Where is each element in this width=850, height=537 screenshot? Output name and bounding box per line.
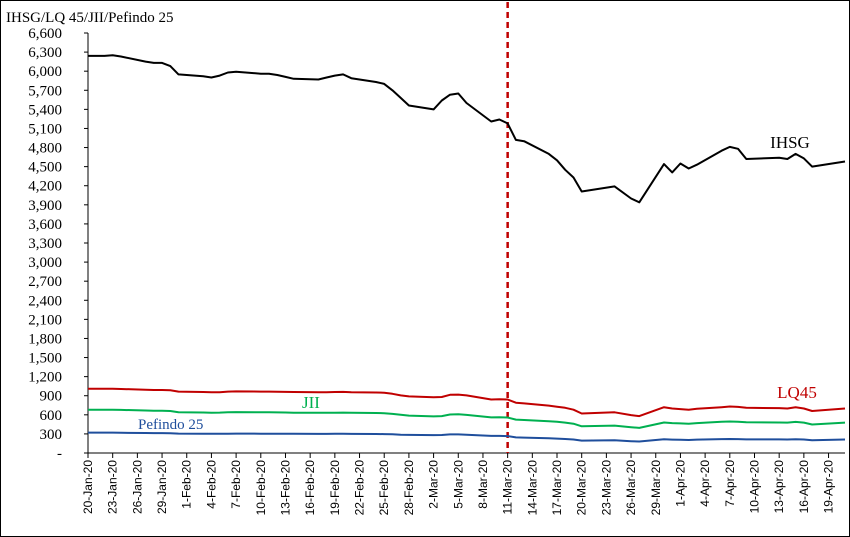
y-tick-label: 3,000 (28, 255, 62, 271)
ihsg-line (88, 54, 846, 204)
x-tick-label: 14-Mar-20 (525, 460, 539, 516)
x-tick-label: 13-Feb-20 (278, 460, 292, 516)
x-tick-label: 13-Apr-20 (772, 460, 786, 514)
x-tick-label: 8-Mar-20 (476, 460, 490, 509)
y-tick-label: 900 (40, 389, 63, 405)
y-tick-label: 3,600 (28, 217, 62, 233)
y-tick-label: 6,000 (28, 64, 62, 80)
x-tick-label: 2-Mar-20 (427, 460, 441, 509)
jii-line (88, 408, 846, 429)
y-tick-label: 4,800 (28, 141, 62, 157)
x-tick-label: 22-Feb-20 (353, 460, 367, 516)
y-tick-label: 2,100 (28, 312, 62, 328)
ihsg-label: IHSG (770, 133, 810, 152)
series-labels: IHSG LQ45 JII Pefindo 25 (138, 133, 817, 433)
x-tick-label: 25-Feb-20 (377, 460, 391, 516)
lq45-line (88, 387, 846, 418)
x-tick-label: 29-Jan-20 (155, 460, 169, 514)
x-tick-label: 11-Mar-20 (501, 460, 515, 515)
x-axis: 20-Jan-20 23-Jan-20 26-Jan-20 29-Jan-20 1-Fe… (81, 452, 845, 516)
x-tick-label: 16-Feb-20 (303, 460, 317, 516)
x-tick-label: 19-Feb-20 (328, 460, 342, 516)
x-tick-label: 23-Mar-20 (599, 460, 613, 516)
y-tick-label: 2,700 (28, 274, 62, 290)
y-tick-label: 5,100 (28, 121, 62, 137)
x-tick-label: 29-Mar-20 (649, 460, 663, 516)
x-tick-label: 20-Mar-20 (575, 460, 589, 516)
y-axis: - 300 600 900 1,200 1,500 1,800 2,100 2,400 2,700… (28, 26, 89, 462)
x-tick-label: 10-Apr-20 (747, 460, 761, 514)
chart-title: IHSG/LQ 45/JII/Pefindo 25 (6, 10, 174, 26)
pefindo-25-label: Pefindo 25 (138, 417, 203, 433)
x-tick-label: 28-Feb-20 (402, 460, 416, 516)
x-tick-label: 17-Mar-20 (550, 460, 564, 516)
x-tick-label: 23-Jan-20 (106, 460, 120, 514)
y-tick-label: 4,200 (28, 179, 62, 195)
x-tick-label: 19-Apr-20 (822, 460, 836, 514)
y-tick-label: 2,400 (28, 293, 62, 309)
y-tick-label: 5,700 (28, 83, 62, 99)
x-tick-label: 16-Apr-20 (797, 460, 811, 514)
x-tick-label: 7-Feb-20 (229, 460, 243, 509)
x-tick-label: 20-Jan-20 (81, 460, 95, 514)
x-tick-label: 26-Jan-20 (130, 460, 144, 514)
lq45-label: LQ45 (777, 383, 817, 402)
y-tick-label: 6,600 (28, 26, 62, 42)
x-tick-label: 4-Feb-20 (204, 460, 218, 509)
y-tick-label: 3,300 (28, 236, 62, 252)
x-tick-label: 1-Feb-20 (180, 460, 194, 509)
y-tick-label: 1,800 (28, 331, 62, 347)
y-tick-label: 4,500 (28, 160, 62, 176)
y-tick-label: 3,900 (28, 198, 62, 214)
x-tick-label: 10-Feb-20 (254, 460, 268, 516)
y-tick-label: 300 (40, 427, 63, 443)
y-tick-label: 5,400 (28, 102, 62, 118)
x-tick-label: 4-Apr-20 (698, 460, 712, 507)
y-tick-label: - (57, 446, 62, 462)
y-tick-label: 6,300 (28, 45, 62, 61)
jii-label: JII (302, 393, 320, 412)
x-tick-label: 5-Mar-20 (451, 460, 465, 509)
x-tick-label: 1-Apr-20 (673, 460, 687, 507)
y-tick-label: 600 (40, 408, 63, 424)
y-tick-label: 1,200 (28, 370, 62, 386)
x-tick-label: 26-Mar-20 (624, 460, 638, 516)
pefindo-25-line (88, 431, 846, 443)
x-tick-label: 7-Apr-20 (723, 460, 737, 507)
series-lines (88, 54, 846, 443)
y-tick-label: 1,500 (28, 351, 62, 367)
